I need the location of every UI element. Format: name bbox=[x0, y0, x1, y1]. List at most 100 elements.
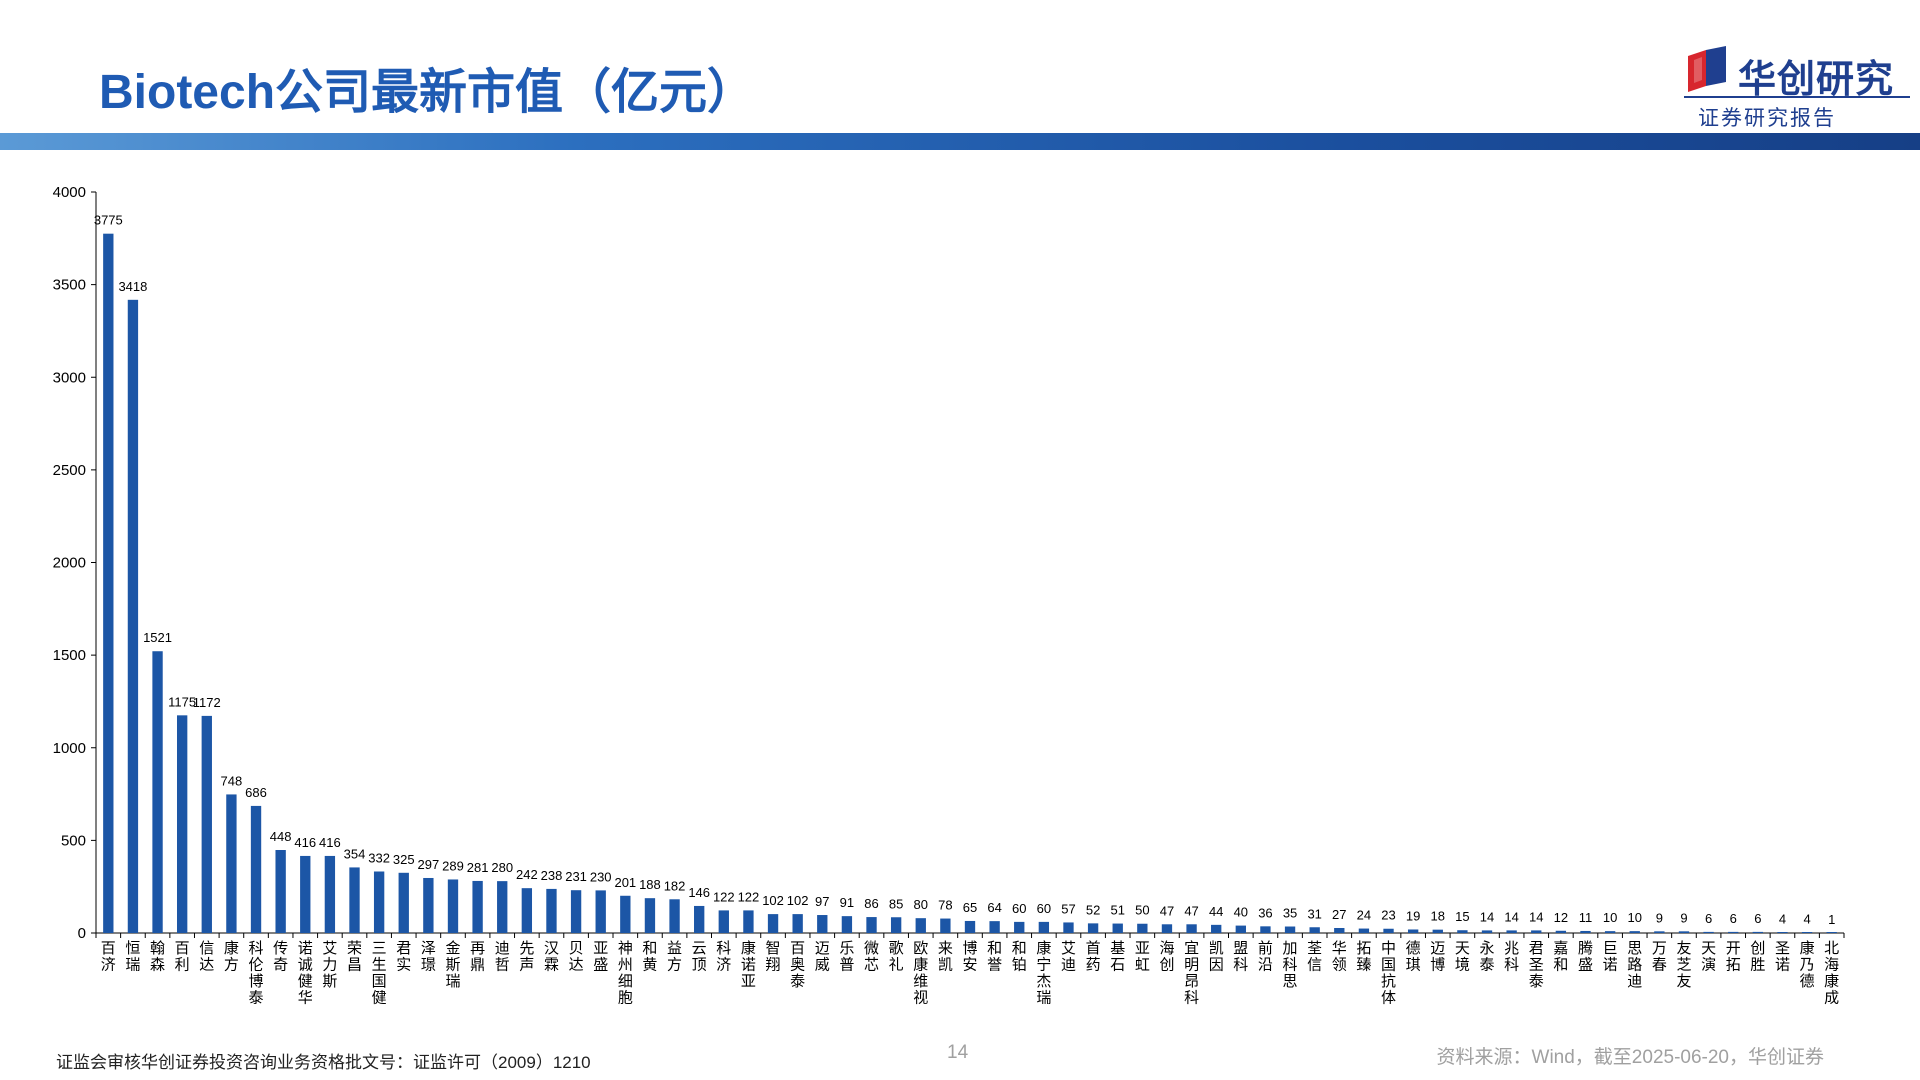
data-label: 60 bbox=[1037, 901, 1051, 916]
x-tick-label: 君实 bbox=[396, 940, 411, 974]
brand-name: 华创研究 bbox=[1738, 59, 1895, 101]
data-label: 10 bbox=[1603, 910, 1617, 925]
bar bbox=[1137, 923, 1148, 933]
data-label: 416 bbox=[319, 835, 341, 850]
data-label: 182 bbox=[664, 878, 686, 893]
data-label: 19 bbox=[1406, 908, 1420, 923]
data-label: 102 bbox=[787, 893, 809, 908]
bar bbox=[1506, 930, 1517, 933]
data-label: 354 bbox=[344, 846, 366, 861]
x-tick-label: 金斯瑞 bbox=[445, 940, 460, 990]
data-label: 9 bbox=[1656, 910, 1663, 925]
data-label: 14 bbox=[1504, 909, 1518, 924]
y-tick-label: 1000 bbox=[53, 740, 86, 757]
data-label: 57 bbox=[1061, 901, 1075, 916]
bar bbox=[1284, 926, 1296, 933]
data-label: 231 bbox=[565, 869, 587, 884]
bar bbox=[595, 890, 606, 933]
bar bbox=[644, 898, 656, 933]
bar bbox=[226, 794, 237, 933]
x-tick-label: 和黄 bbox=[642, 940, 657, 974]
x-tick-label: 智翔 bbox=[766, 939, 781, 974]
bar bbox=[1629, 931, 1640, 933]
x-tick-label: 迈威 bbox=[815, 940, 830, 974]
bar bbox=[890, 917, 902, 933]
data-label: 280 bbox=[491, 860, 513, 875]
bar bbox=[1703, 931, 1714, 933]
data-label: 44 bbox=[1209, 904, 1223, 919]
data-label: 78 bbox=[938, 898, 952, 913]
data-label: 230 bbox=[590, 869, 612, 884]
x-tick-label: 迈博 bbox=[1430, 940, 1445, 974]
x-tick-label: 和铂 bbox=[1012, 940, 1027, 974]
data-label: 332 bbox=[368, 850, 390, 865]
data-label: 416 bbox=[294, 835, 316, 850]
bar bbox=[1383, 928, 1394, 933]
y-tick-label: 2500 bbox=[53, 462, 86, 479]
x-tick-label: 百利 bbox=[175, 940, 190, 974]
data-label: 24 bbox=[1357, 908, 1371, 923]
bar bbox=[1678, 931, 1690, 933]
x-tick-label: 百济 bbox=[101, 940, 116, 974]
x-tick-label: 思路迪 bbox=[1627, 940, 1642, 990]
bar bbox=[792, 914, 803, 933]
y-tick-label: 1500 bbox=[53, 647, 86, 664]
x-tick-label: 盟科 bbox=[1233, 940, 1248, 974]
x-tick-label: 迪哲 bbox=[495, 940, 510, 974]
x-tick-label: 友芝友 bbox=[1676, 940, 1691, 990]
bar bbox=[1432, 929, 1443, 933]
bar bbox=[1531, 930, 1542, 933]
data-label: 14 bbox=[1529, 909, 1543, 924]
data-label: 6 bbox=[1730, 911, 1737, 926]
bar bbox=[1038, 921, 1050, 933]
data-label: 52 bbox=[1086, 902, 1100, 917]
bar bbox=[103, 233, 114, 933]
x-tick-label: 天演 bbox=[1701, 940, 1716, 974]
x-tick-label: 传奇 bbox=[273, 940, 288, 974]
x-tick-label: 歌礼 bbox=[889, 940, 904, 974]
bar bbox=[497, 881, 508, 933]
data-label: 31 bbox=[1307, 906, 1321, 921]
x-tick-label: 首药 bbox=[1086, 940, 1101, 974]
bar bbox=[127, 299, 139, 933]
x-tick-label: 兆科 bbox=[1504, 940, 1519, 974]
bar bbox=[817, 915, 828, 933]
y-tick-label: 0 bbox=[78, 925, 86, 942]
x-tick-label: 荃信 bbox=[1307, 940, 1322, 974]
bar bbox=[743, 910, 754, 933]
x-tick-label: 欧康维视 bbox=[913, 940, 928, 1007]
x-tick-label: 君圣泰 bbox=[1529, 940, 1544, 990]
data-label: 4 bbox=[1779, 911, 1786, 926]
data-label: 188 bbox=[639, 877, 661, 892]
bar bbox=[694, 905, 705, 933]
x-tick-label: 先声 bbox=[519, 940, 534, 974]
data-label: 91 bbox=[840, 895, 854, 910]
x-tick-label: 华领 bbox=[1332, 940, 1347, 974]
data-label: 748 bbox=[221, 773, 243, 788]
x-tick-label: 科伦博泰 bbox=[249, 940, 264, 1007]
x-tick-label: 天境 bbox=[1455, 940, 1470, 974]
x-tick-label: 再鼎 bbox=[470, 940, 485, 974]
bar bbox=[1334, 927, 1345, 933]
bar bbox=[940, 918, 951, 933]
bar bbox=[398, 872, 409, 933]
bar bbox=[201, 715, 212, 933]
x-tick-label: 三生国健 bbox=[372, 940, 387, 1007]
x-tick-label: 康乃德 bbox=[1800, 940, 1815, 990]
data-label: 122 bbox=[738, 889, 760, 904]
x-tick-label: 北海康成 bbox=[1824, 940, 1839, 1007]
x-tick-label: 永泰 bbox=[1480, 940, 1495, 974]
data-label: 11 bbox=[1579, 910, 1593, 925]
x-tick-label: 创胜 bbox=[1750, 940, 1765, 974]
header-rule bbox=[0, 133, 1920, 150]
x-tick-label: 嘉和 bbox=[1553, 940, 1568, 974]
data-label: 64 bbox=[987, 900, 1001, 915]
data-label: 15 bbox=[1455, 909, 1469, 924]
bar bbox=[1186, 924, 1197, 933]
x-tick-label: 前沿 bbox=[1258, 940, 1273, 974]
x-tick-label: 亚虹 bbox=[1135, 940, 1150, 974]
bar bbox=[1801, 932, 1813, 933]
license-note: 证监会审核华创证券投资咨询业务资格批文号：证监许可（2009）1210 bbox=[56, 1053, 591, 1072]
data-label: 85 bbox=[889, 896, 903, 911]
x-tick-label: 和誉 bbox=[987, 940, 1002, 974]
